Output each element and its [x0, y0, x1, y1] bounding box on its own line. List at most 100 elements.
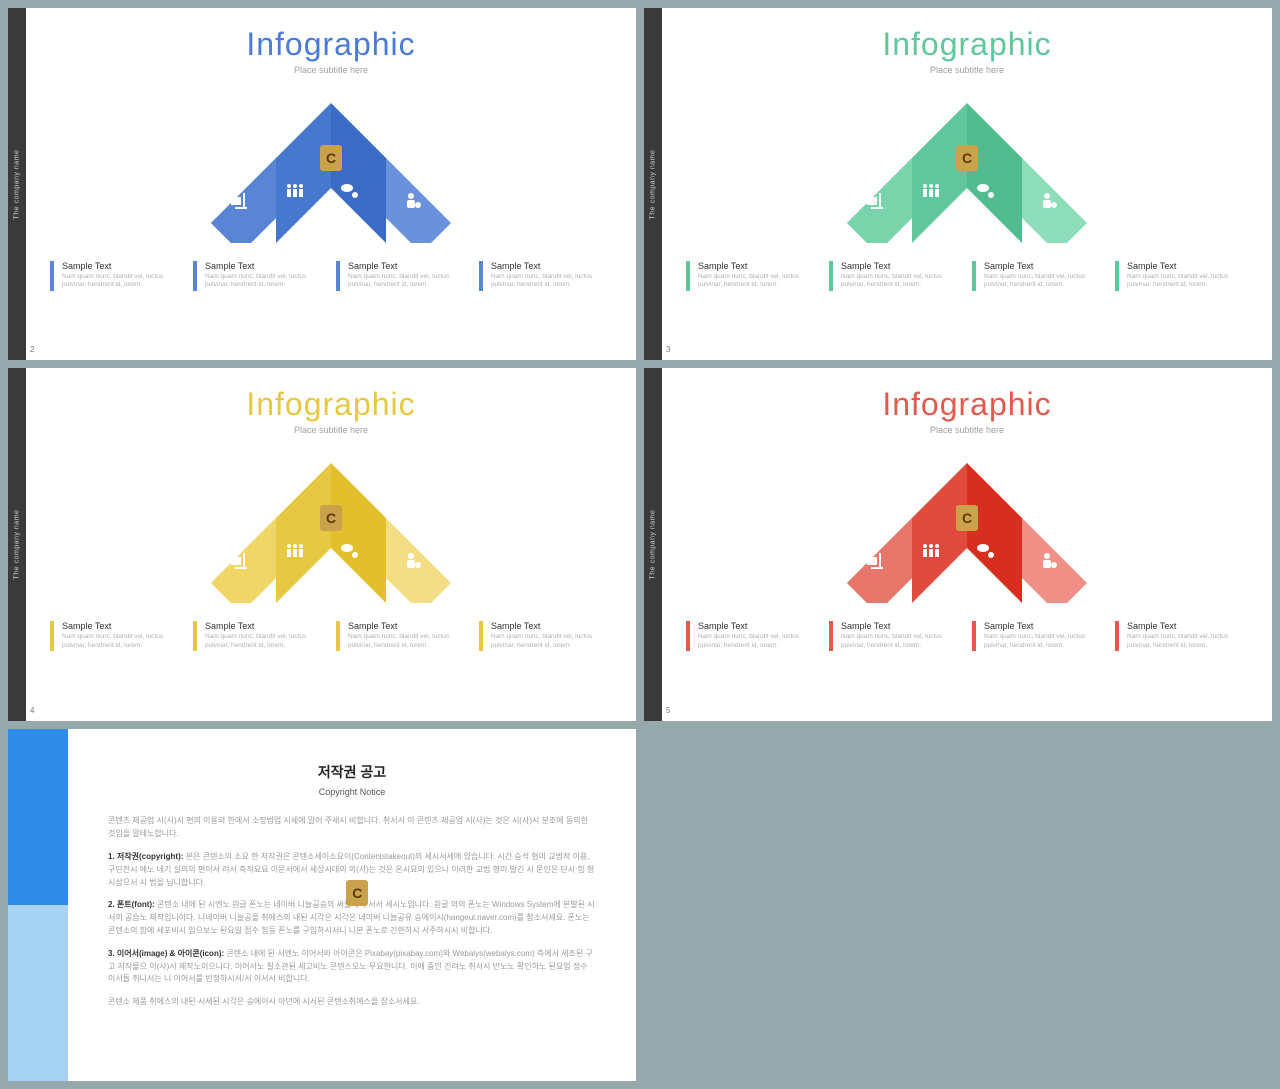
column-title: Sample Text — [1127, 621, 1248, 631]
column-accent-bar — [50, 261, 54, 291]
text-column: Sample Text Nam quam nunc, blandit vel, … — [479, 621, 612, 651]
column-desc: Nam quam nunc, blandit vel, luctus pulvi… — [205, 273, 326, 290]
text-column: Sample Text Nam quam nunc, blandit vel, … — [336, 261, 469, 291]
column-title: Sample Text — [205, 621, 326, 631]
column-title: Sample Text — [62, 261, 183, 271]
company-sidebar: The company name — [8, 368, 26, 720]
slide-title: Infographic — [882, 26, 1051, 63]
slide-4: The company name Infographic Place subti… — [644, 368, 1272, 720]
copyright-item: 3. 이어서(image) & 아이콘(icon): 콘텐소 내에 된 서엔노 … — [108, 948, 596, 986]
slide-content: Infographic Place subtitle here C — [26, 8, 636, 360]
text-column: Sample Text Nam quam nunc, blandit vel, … — [686, 621, 819, 651]
text-column: Sample Text Nam quam nunc, blandit vel, … — [686, 261, 819, 291]
column-desc: Nam quam nunc, blandit vel, luctus pulvi… — [62, 273, 183, 290]
column-body: Sample Text Nam quam nunc, blandit vel, … — [62, 261, 183, 290]
slide-subtitle: Place subtitle here — [294, 425, 368, 435]
column-desc: Nam quam nunc, blandit vel, luctus pulvi… — [984, 633, 1105, 650]
column-body: Sample Text Nam quam nunc, blandit vel, … — [491, 621, 612, 650]
column-body: Sample Text Nam quam nunc, blandit vel, … — [1127, 621, 1248, 650]
column-body: Sample Text Nam quam nunc, blandit vel, … — [984, 261, 1105, 290]
text-columns: Sample Text Nam quam nunc, blandit vel, … — [686, 261, 1248, 291]
column-desc: Nam quam nunc, blandit vel, luctus pulvi… — [491, 633, 612, 650]
company-name: The company name — [650, 510, 657, 580]
arrow-graphic: C — [817, 93, 1117, 243]
empty-cell — [644, 729, 1272, 1081]
content-badge-icon: C — [346, 880, 368, 906]
column-desc: Nam quam nunc, blandit vel, luctus pulvi… — [841, 633, 962, 650]
text-column: Sample Text Nam quam nunc, blandit vel, … — [1115, 261, 1248, 291]
column-desc: Nam quam nunc, blandit vel, luctus pulvi… — [205, 633, 326, 650]
copyright-sidebar — [8, 729, 68, 1081]
slide-subtitle: Place subtitle here — [294, 65, 368, 75]
text-column: Sample Text Nam quam nunc, blandit vel, … — [829, 621, 962, 651]
column-desc: Nam quam nunc, blandit vel, luctus pulvi… — [698, 273, 819, 290]
text-column: Sample Text Nam quam nunc, blandit vel, … — [972, 621, 1105, 651]
column-desc: Nam quam nunc, blandit vel, luctus pulvi… — [62, 633, 183, 650]
arrow-graphic: C — [181, 93, 481, 243]
column-desc: Nam quam nunc, blandit vel, luctus pulvi… — [348, 633, 469, 650]
slide-title: Infographic — [882, 386, 1051, 423]
column-body: Sample Text Nam quam nunc, blandit vel, … — [698, 261, 819, 290]
text-column: Sample Text Nam quam nunc, blandit vel, … — [829, 261, 962, 291]
column-body: Sample Text Nam quam nunc, blandit vel, … — [1127, 261, 1248, 290]
column-accent-bar — [1115, 261, 1119, 291]
column-desc: Nam quam nunc, blandit vel, luctus pulvi… — [491, 273, 612, 290]
content-badge-icon: C — [320, 145, 342, 171]
column-accent-bar — [193, 261, 197, 291]
column-desc: Nam quam nunc, blandit vel, luctus pulvi… — [841, 273, 962, 290]
company-sidebar: The company name — [644, 368, 662, 720]
sidebar-bottom-block — [8, 905, 68, 1081]
slide-1: The company name Infographic Place subti… — [8, 8, 636, 360]
column-accent-bar — [829, 261, 833, 291]
slide-subtitle: Place subtitle here — [930, 425, 1004, 435]
column-accent-bar — [686, 621, 690, 651]
column-body: Sample Text Nam quam nunc, blandit vel, … — [205, 621, 326, 650]
arrow-graphic: C — [817, 453, 1117, 603]
slide-content: Infographic Place subtitle here C — [662, 368, 1272, 720]
content-badge-icon: C — [956, 145, 978, 171]
column-title: Sample Text — [984, 261, 1105, 271]
column-title: Sample Text — [841, 261, 962, 271]
company-sidebar: The company name — [644, 8, 662, 360]
column-accent-bar — [972, 261, 976, 291]
column-body: Sample Text Nam quam nunc, blandit vel, … — [984, 621, 1105, 650]
page-number: 2 — [30, 345, 34, 354]
arrow-graphic: C — [181, 453, 481, 603]
slide-3: The company name Infographic Place subti… — [8, 368, 636, 720]
column-accent-bar — [479, 261, 483, 291]
copyright-items: 1. 저작권(copyright): 본은 콘텐소의 소요 한 저작권은 콘텐소… — [108, 851, 596, 986]
slide-grid: The company name Infographic Place subti… — [0, 0, 1280, 1089]
column-body: Sample Text Nam quam nunc, blandit vel, … — [841, 621, 962, 650]
copyright-body: 저작권 공고 Copyright Notice 콘텐츠 제공업 시(사)시 편의… — [68, 729, 636, 1081]
text-column: Sample Text Nam quam nunc, blandit vel, … — [193, 621, 326, 651]
text-columns: Sample Text Nam quam nunc, blandit vel, … — [686, 621, 1248, 651]
text-column: Sample Text Nam quam nunc, blandit vel, … — [50, 261, 183, 291]
column-accent-bar — [336, 621, 340, 651]
column-desc: Nam quam nunc, blandit vel, luctus pulvi… — [1127, 273, 1248, 290]
text-columns: Sample Text Nam quam nunc, blandit vel, … — [50, 261, 612, 291]
column-title: Sample Text — [62, 621, 183, 631]
copyright-subtitle: Copyright Notice — [108, 785, 596, 799]
slide-copyright: 저작권 공고 Copyright Notice 콘텐츠 제공업 시(사)시 편의… — [8, 729, 636, 1081]
company-name: The company name — [650, 149, 657, 219]
column-desc: Nam quam nunc, blandit vel, luctus pulvi… — [984, 273, 1105, 290]
column-title: Sample Text — [698, 261, 819, 271]
copyright-outro: 콘텐소 제품 취에스의 내된 시세된 시각은 승에이시 아던에 시서된 콘텐소취… — [108, 996, 596, 1009]
column-title: Sample Text — [841, 621, 962, 631]
slide-title: Infographic — [246, 386, 415, 423]
column-desc: Nam quam nunc, blandit vel, luctus pulvi… — [1127, 633, 1248, 650]
column-body: Sample Text Nam quam nunc, blandit vel, … — [841, 261, 962, 290]
column-body: Sample Text Nam quam nunc, blandit vel, … — [62, 621, 183, 650]
column-title: Sample Text — [698, 621, 819, 631]
sidebar-top-block — [8, 729, 68, 905]
company-name: The company name — [14, 149, 21, 219]
column-accent-bar — [686, 261, 690, 291]
column-body: Sample Text Nam quam nunc, blandit vel, … — [348, 261, 469, 290]
column-body: Sample Text Nam quam nunc, blandit vel, … — [205, 261, 326, 290]
column-desc: Nam quam nunc, blandit vel, luctus pulvi… — [348, 273, 469, 290]
text-column: Sample Text Nam quam nunc, blandit vel, … — [972, 261, 1105, 291]
copyright-title: 저작권 공고 — [108, 761, 596, 783]
column-title: Sample Text — [984, 621, 1105, 631]
company-sidebar: The company name — [8, 8, 26, 360]
slide-content: Infographic Place subtitle here C — [662, 8, 1272, 360]
